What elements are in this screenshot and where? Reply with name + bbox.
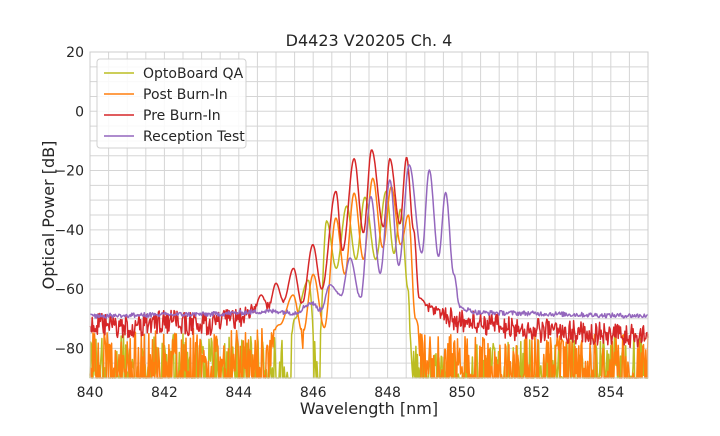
legend-label: Reception Test <box>143 129 245 145</box>
x-tick-label: 842 <box>151 385 178 401</box>
x-tick-label: 854 <box>597 385 624 401</box>
y-axis-label: Optical Power [dB] <box>39 141 58 290</box>
series-line-reception-test <box>89 164 649 319</box>
x-tick-label: 844 <box>225 385 252 401</box>
y-tick-label: 20 <box>66 45 84 61</box>
chart-title: D4423 V20205 Ch. 4 <box>286 31 453 50</box>
x-tick-label: 850 <box>449 385 476 401</box>
legend-box <box>96 58 247 149</box>
legend-label: Post Burn-In <box>143 87 228 103</box>
y-tick-label: −80 <box>54 341 84 357</box>
y-tick-label: −60 <box>54 282 84 298</box>
y-tick-label: −20 <box>54 164 84 180</box>
x-tick-label: 848 <box>374 385 401 401</box>
x-tick-label: 846 <box>300 385 327 401</box>
series-line-pre-burn-in <box>89 149 649 349</box>
y-tick-labels: 20 0 −20 −40 −60 −80 <box>54 45 84 357</box>
plot-frame <box>89 51 649 379</box>
legend: OptoBoard QA Post Burn-In Pre Burn-In Recep… <box>96 58 247 149</box>
series-lines <box>89 149 649 379</box>
x-tick-label: 840 <box>77 385 104 401</box>
y-tick-label: 0 <box>75 104 84 120</box>
x-tick-label: 852 <box>523 385 550 401</box>
y-tick-label: −40 <box>54 223 84 239</box>
legend-label: OptoBoard QA <box>143 66 244 82</box>
x-tick-labels: 840 842 844 846 848 850 852 854 <box>77 385 625 401</box>
legend-label: Pre Burn-In <box>143 108 221 124</box>
x-axis-label: Wavelength [nm] <box>300 399 438 418</box>
